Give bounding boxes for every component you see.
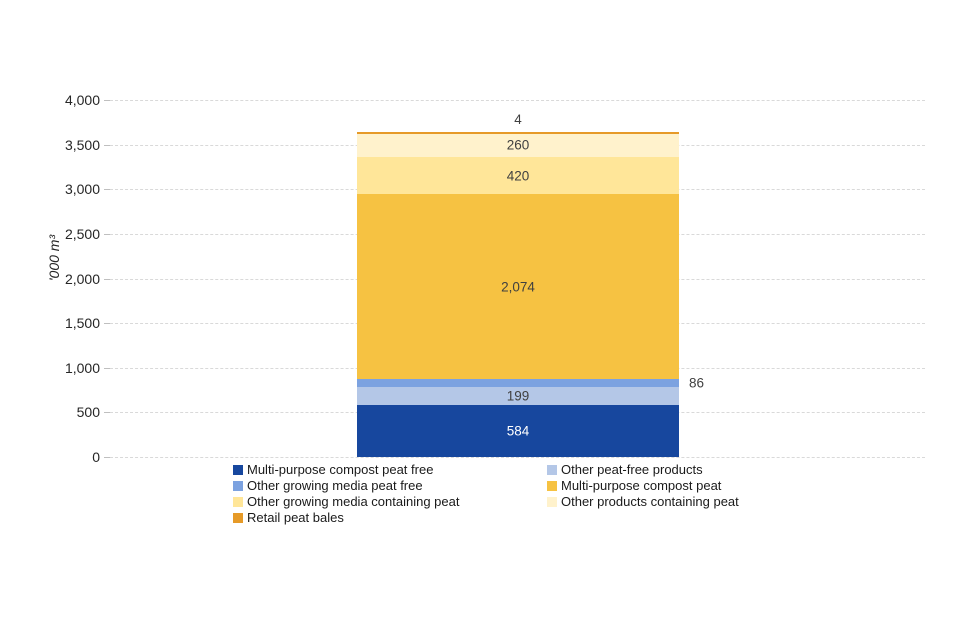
segment-value-label: 4: [514, 112, 522, 128]
segment-value-label: 199: [506, 388, 530, 404]
legend-item: Multi-purpose compost peat: [547, 478, 739, 493]
y-tick-mark: [104, 100, 110, 101]
bar-segment: 199: [357, 387, 679, 405]
legend-marker: [547, 496, 557, 507]
legend-marker: [233, 480, 243, 491]
legend-label: Multi-purpose compost peat: [561, 478, 722, 493]
legend-label: Retail peat bales: [247, 510, 344, 525]
y-tick-mark: [104, 457, 110, 458]
y-tick-label: 3,500: [64, 136, 100, 153]
legend-marker: [233, 464, 243, 475]
gridline: [110, 100, 925, 101]
segment-value-label: 2,074: [501, 279, 535, 295]
legend-label: Other growing media peat free: [247, 478, 423, 493]
y-tick-label: 500: [76, 404, 100, 421]
bar-segment: 260: [357, 133, 679, 157]
legend-marker: [547, 480, 557, 491]
bar-segment: 420: [357, 156, 679, 195]
segment-value-label: 584: [506, 423, 530, 439]
legend-item: Other products containing peat: [547, 494, 739, 509]
bar-segment: [357, 131, 679, 134]
legend-item: Multi-purpose compost peat free: [233, 462, 547, 477]
y-tick-mark: [104, 367, 110, 369]
legend-item: Retail peat bales: [233, 510, 547, 525]
segment-value-label: 86: [689, 375, 705, 391]
segment-value-label: 260: [506, 137, 530, 153]
legend: Multi-purpose compost peat free Other pea…: [233, 462, 739, 525]
y-tick-label: 2,000: [64, 270, 100, 287]
plot-area: 4,000 3,500 3,000 2,500 2,000 1,500 1,000 500 0 5…: [65, 92, 925, 465]
legend-marker: [233, 496, 243, 507]
legend-label: Other growing media containing peat: [247, 494, 460, 509]
legend-marker: [547, 464, 557, 475]
y-tick-mark: [104, 189, 110, 191]
legend-label: Other products containing peat: [561, 494, 739, 509]
y-tick-mark: [104, 233, 110, 235]
y-tick-mark: [104, 412, 110, 414]
y-tick-mark: [104, 323, 110, 325]
y-tick-label: 0: [92, 449, 100, 465]
legend-item: Other growing media containing peat: [233, 494, 547, 509]
segment-value-label: 420: [506, 168, 530, 184]
y-tick-label: 3,000: [64, 181, 100, 198]
legend-item: Other growing media peat free: [233, 478, 547, 493]
y-tick-mark: [104, 278, 110, 280]
legend-marker: [233, 512, 243, 523]
legend-label: Multi-purpose compost peat free: [247, 462, 434, 477]
y-tick-label: 4,000: [64, 92, 100, 108]
legend-label: Other peat-free products: [561, 462, 703, 477]
y-tick-label: 1,000: [64, 359, 100, 376]
gridline: [110, 457, 925, 458]
y-tick-label: 2,500: [64, 225, 100, 242]
bar-segment: [357, 379, 679, 388]
y-tick-label: 1,500: [64, 315, 100, 332]
legend-item: Other peat-free products: [547, 462, 739, 477]
bar-segment: 2,074: [357, 194, 679, 380]
bar-segment: 584: [357, 404, 679, 457]
y-tick-mark: [104, 144, 110, 146]
